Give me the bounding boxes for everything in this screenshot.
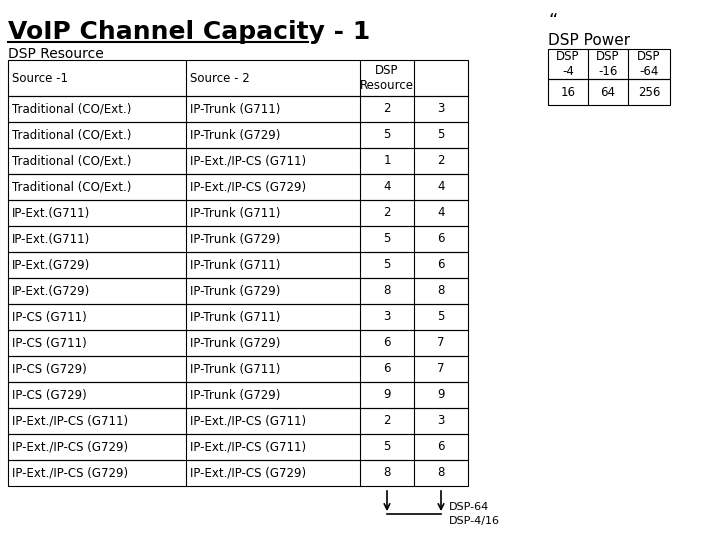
Bar — [8, 330, 468, 356]
Text: 2: 2 — [383, 206, 391, 219]
Text: IP-Trunk (G729): IP-Trunk (G729) — [190, 285, 280, 298]
Bar — [548, 49, 670, 79]
Text: 4: 4 — [383, 180, 391, 193]
Bar — [8, 278, 468, 304]
Text: IP-Ext./IP-CS (G729): IP-Ext./IP-CS (G729) — [12, 467, 128, 480]
Text: 9: 9 — [383, 388, 391, 402]
Text: IP-Trunk (G711): IP-Trunk (G711) — [190, 362, 280, 375]
Bar — [8, 96, 468, 122]
Text: IP-Ext.(G729): IP-Ext.(G729) — [12, 259, 90, 272]
Text: IP-Ext./IP-CS (G729): IP-Ext./IP-CS (G729) — [190, 180, 306, 193]
Text: 256: 256 — [638, 85, 660, 98]
Text: 7: 7 — [437, 336, 445, 349]
Text: Source -1: Source -1 — [12, 71, 68, 84]
Text: 2: 2 — [437, 154, 445, 167]
Bar — [8, 382, 468, 408]
Bar — [8, 460, 468, 486]
Text: 5: 5 — [383, 233, 391, 246]
Text: DSP
-64: DSP -64 — [637, 50, 661, 78]
Text: IP-Ext.(G711): IP-Ext.(G711) — [12, 206, 90, 219]
Text: 5: 5 — [383, 259, 391, 272]
Text: IP-CS (G729): IP-CS (G729) — [12, 362, 86, 375]
Text: 8: 8 — [437, 467, 445, 480]
Text: DSP
-16: DSP -16 — [596, 50, 620, 78]
Text: IP-Trunk (G711): IP-Trunk (G711) — [190, 103, 280, 116]
Text: IP-Ext.(G729): IP-Ext.(G729) — [12, 285, 90, 298]
Text: IP-Trunk (G729): IP-Trunk (G729) — [190, 129, 280, 141]
Text: Traditional (CO/Ext.): Traditional (CO/Ext.) — [12, 154, 131, 167]
Text: 3: 3 — [437, 415, 445, 428]
Text: IP-Trunk (G711): IP-Trunk (G711) — [190, 310, 280, 323]
Text: IP-CS (G729): IP-CS (G729) — [12, 388, 86, 402]
Text: 8: 8 — [383, 285, 391, 298]
Text: Source - 2: Source - 2 — [190, 71, 250, 84]
Text: IP-Ext./IP-CS (G711): IP-Ext./IP-CS (G711) — [190, 415, 306, 428]
Bar — [8, 356, 468, 382]
Bar — [8, 60, 468, 96]
Text: IP-Ext./IP-CS (G729): IP-Ext./IP-CS (G729) — [190, 467, 306, 480]
Bar — [8, 434, 468, 460]
Text: IP-Trunk (G711): IP-Trunk (G711) — [190, 259, 280, 272]
Text: DSP Resource: DSP Resource — [8, 47, 104, 61]
Text: IP-Ext.(G711): IP-Ext.(G711) — [12, 233, 90, 246]
Text: DSP-64: DSP-64 — [449, 502, 490, 512]
Text: DSP Power: DSP Power — [548, 33, 630, 48]
Text: IP-Trunk (G729): IP-Trunk (G729) — [190, 388, 280, 402]
Text: DSP
Resource: DSP Resource — [360, 64, 414, 92]
Text: 4: 4 — [437, 180, 445, 193]
Bar — [8, 174, 468, 200]
Text: IP-Trunk (G729): IP-Trunk (G729) — [190, 336, 280, 349]
Text: IP-Trunk (G711): IP-Trunk (G711) — [190, 206, 280, 219]
Text: IP-Ext./IP-CS (G711): IP-Ext./IP-CS (G711) — [190, 154, 306, 167]
Text: 1: 1 — [383, 154, 391, 167]
Text: IP-Ext./IP-CS (G729): IP-Ext./IP-CS (G729) — [12, 441, 128, 454]
Bar — [8, 226, 468, 252]
Text: IP-Ext./IP-CS (G711): IP-Ext./IP-CS (G711) — [190, 441, 306, 454]
Text: DSP-4/16: DSP-4/16 — [449, 516, 500, 526]
Text: 5: 5 — [437, 129, 445, 141]
Text: 7: 7 — [437, 362, 445, 375]
Bar — [8, 304, 468, 330]
Text: IP-Trunk (G729): IP-Trunk (G729) — [190, 233, 280, 246]
Text: 8: 8 — [437, 285, 445, 298]
Text: IP-CS (G711): IP-CS (G711) — [12, 310, 86, 323]
Text: IP-Ext./IP-CS (G711): IP-Ext./IP-CS (G711) — [12, 415, 128, 428]
Text: Traditional (CO/Ext.): Traditional (CO/Ext.) — [12, 129, 131, 141]
Text: 4: 4 — [437, 206, 445, 219]
Text: 6: 6 — [437, 233, 445, 246]
Bar — [8, 122, 468, 148]
Text: VoIP Channel Capacity - 1: VoIP Channel Capacity - 1 — [8, 20, 370, 44]
Text: “: “ — [548, 12, 557, 30]
Text: 6: 6 — [437, 259, 445, 272]
Bar — [8, 408, 468, 434]
Text: Traditional (CO/Ext.): Traditional (CO/Ext.) — [12, 180, 131, 193]
Bar — [8, 148, 468, 174]
Text: Traditional (CO/Ext.): Traditional (CO/Ext.) — [12, 103, 131, 116]
Text: 2: 2 — [383, 415, 391, 428]
Text: 16: 16 — [560, 85, 575, 98]
Text: 3: 3 — [437, 103, 445, 116]
Text: 2: 2 — [383, 103, 391, 116]
Bar — [8, 200, 468, 226]
Text: 9: 9 — [437, 388, 445, 402]
Text: IP-CS (G711): IP-CS (G711) — [12, 336, 86, 349]
Bar — [8, 252, 468, 278]
Text: 5: 5 — [383, 129, 391, 141]
Text: 64: 64 — [600, 85, 616, 98]
Text: 5: 5 — [383, 441, 391, 454]
Text: DSP
-4: DSP -4 — [557, 50, 580, 78]
Text: 6: 6 — [437, 441, 445, 454]
Bar — [548, 79, 670, 105]
Text: 6: 6 — [383, 336, 391, 349]
Text: 5: 5 — [437, 310, 445, 323]
Text: 3: 3 — [383, 310, 391, 323]
Text: 6: 6 — [383, 362, 391, 375]
Text: 8: 8 — [383, 467, 391, 480]
